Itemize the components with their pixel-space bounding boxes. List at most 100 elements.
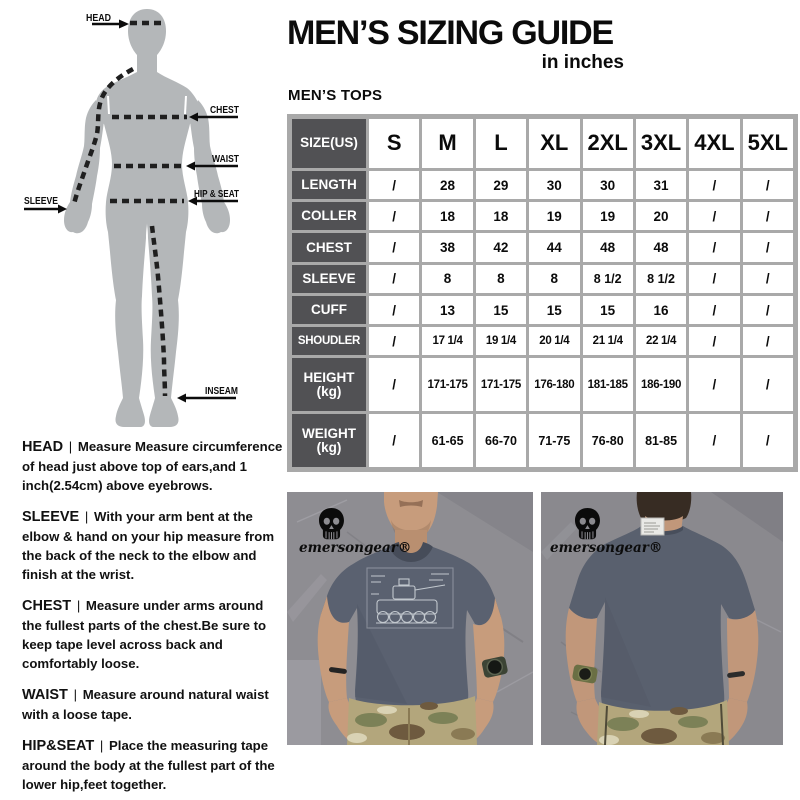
row-label: CHEST — [292, 233, 366, 262]
row-label: COLLER — [292, 202, 366, 231]
size-value-cell: 30 — [529, 170, 580, 200]
size-table-frame: SIZE(US) S M L XL 2XL 3XL 4XL 5XL LENGTH/28 29 30 30… — [287, 114, 798, 472]
size-table: SIZE(US) S M L XL 2XL 3XL 4XL 5XL LENGTH/28 29 30 30… — [289, 116, 796, 470]
size-value-cell: / — [689, 358, 740, 412]
mustache — [399, 500, 423, 507]
size-value-cell: 171-175 — [422, 358, 473, 412]
skull-logo-icon — [319, 508, 344, 540]
label-arrows — [24, 22, 238, 400]
size-value-cell: / — [689, 233, 740, 262]
skull-logo-icon — [575, 508, 600, 540]
back-label-patch — [640, 517, 665, 536]
size-value-cell: / — [369, 358, 420, 412]
model-back — [565, 492, 759, 745]
table-row: SLEEVE/8 8 8 8 1/2 8 1/2// — [292, 264, 793, 293]
camo-pants — [597, 700, 729, 745]
size-column-header: 3XL — [635, 119, 687, 168]
size-value-cell: 61-65 — [422, 414, 473, 467]
size-value-cell: 18 — [475, 202, 527, 231]
tshirt-back — [569, 526, 755, 721]
size-value-cell: 8 — [475, 264, 527, 293]
size-value-cell: 19 — [529, 202, 580, 231]
units-subtitle: in inches — [541, 52, 624, 73]
size-value-cell: 19 1/4 — [475, 327, 527, 356]
size-value-cell: 15 — [475, 295, 527, 325]
arrow-heads — [58, 19, 198, 403]
size-value-cell: / — [689, 295, 740, 325]
row-label: WEIGHT (kg) — [292, 414, 366, 467]
size-value-cell: / — [369, 233, 420, 262]
table-header-row: SIZE(US) S M L XL 2XL 3XL 4XL 5XL — [292, 119, 793, 168]
size-value-cell: 17 1/4 — [422, 327, 473, 356]
body-silhouette — [64, 9, 230, 427]
size-value-cell: 171-175 — [475, 358, 527, 412]
brand-text: emersongear® — [299, 540, 411, 556]
size-value-cell: / — [369, 414, 420, 467]
size-value-cell: / — [369, 264, 420, 293]
row-label: CUFF — [292, 295, 366, 325]
wall-texture — [287, 492, 533, 745]
diagram-label-inseam: INSEAM — [205, 385, 238, 397]
product-photo-front: emersongear® — [287, 492, 533, 745]
size-value-cell: / — [742, 358, 793, 412]
size-value-cell: 15 — [582, 295, 633, 325]
size-value-cell: 29 — [475, 170, 527, 200]
size-value-cell: / — [742, 170, 793, 200]
size-value-cell: / — [689, 170, 740, 200]
measurement-note: SLEEVE | With your arm bent at the elbow… — [22, 509, 275, 582]
table-row: LENGTH/28 29 30 30 31// — [292, 170, 793, 200]
measurement-note: HIP&SEAT | Place the measuring tape arou… — [22, 738, 275, 792]
section-title: MEN’S TOPS — [288, 87, 383, 104]
table-row: CHEST/38 42 44 48 48// — [292, 233, 793, 262]
size-column-header: 5XL — [742, 119, 793, 168]
size-value-cell: 186-190 — [635, 358, 687, 412]
body-measurement-diagram: HEAD CHEST WAIST HIP & SEAT SLEEVE INSEA… — [24, 9, 239, 427]
collar — [389, 542, 433, 562]
measurement-note: WAIST | Measure around natural waist wit… — [22, 687, 269, 722]
size-column-header: XL — [529, 119, 580, 168]
size-value-cell: 20 1/4 — [529, 327, 580, 356]
size-value-cell: / — [369, 202, 420, 231]
diagram-label-chest: CHEST — [210, 104, 239, 116]
right-arm — [473, 598, 505, 702]
size-value-cell: 8 — [422, 264, 473, 293]
table-row: WEIGHT (kg)/61-65 66-70 71-75 76-80 81-85// — [292, 414, 793, 467]
size-value-cell: 20 — [635, 202, 687, 231]
row-label: HEIGHT (kg) — [292, 358, 366, 412]
diagram-label-waist: WAIST — [212, 153, 239, 165]
table-row: CUFF/13 15 15 15 16// — [292, 295, 793, 325]
size-value-cell: / — [369, 327, 420, 356]
size-value-cell: 48 — [635, 233, 687, 262]
row-label: LENGTH — [292, 170, 366, 200]
size-value-cell: 8 1/2 — [635, 264, 687, 293]
size-value-cell: / — [689, 414, 740, 467]
measurement-note: CHEST | Measure under arms around the fu… — [22, 598, 267, 671]
left-arm — [317, 596, 349, 702]
tank-blueprint-print — [366, 567, 454, 629]
tshirt-front — [321, 547, 501, 715]
size-value-cell: 15 — [529, 295, 580, 325]
face — [384, 492, 438, 540]
diagram-label-head: HEAD — [86, 12, 111, 24]
row-label: SHOUDLER — [292, 327, 366, 356]
size-value-cell: 13 — [422, 295, 473, 325]
size-column-header: 4XL — [689, 119, 740, 168]
size-value-cell: 71-75 — [529, 414, 580, 467]
diagram-label-sleeve: SLEEVE — [24, 195, 58, 207]
bracelet — [328, 667, 347, 674]
size-column-header: 2XL — [582, 119, 633, 168]
size-value-cell: 181-185 — [582, 358, 633, 412]
size-value-cell: 81-85 — [635, 414, 687, 467]
size-value-cell: / — [689, 264, 740, 293]
diagram-label-hip-seat: HIP & SEAT — [194, 188, 239, 200]
row-label: SLEEVE — [292, 264, 366, 293]
table-row: HEIGHT (kg)/171-175 171-175 176-180 181-185 1… — [292, 358, 793, 412]
wristwatch — [572, 664, 598, 684]
size-value-cell: 8 — [529, 264, 580, 293]
measurement-note: HEAD | Measure Measure circumference of … — [22, 439, 283, 493]
size-value-cell: 31 — [635, 170, 687, 200]
size-value-cell: 48 — [582, 233, 633, 262]
size-value-cell: 16 — [635, 295, 687, 325]
size-value-cell: 176-180 — [529, 358, 580, 412]
